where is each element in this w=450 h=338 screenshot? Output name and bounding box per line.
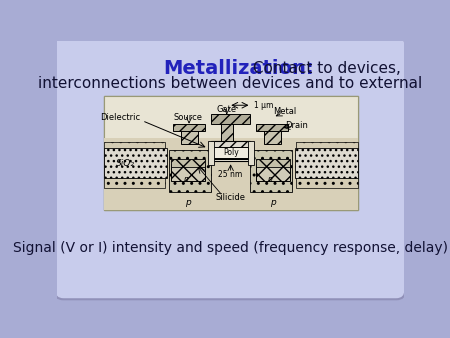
Bar bbox=[104, 138, 358, 210]
Bar bbox=[256, 164, 290, 181]
Text: Signal (V or I) intensity and speed (frequency response, delay): Signal (V or I) intensity and speed (fre… bbox=[13, 241, 448, 256]
Bar bbox=[256, 159, 290, 167]
Text: 1 μm: 1 μm bbox=[254, 101, 273, 110]
Bar bbox=[104, 142, 165, 188]
Text: Gate: Gate bbox=[217, 104, 237, 114]
Bar bbox=[295, 148, 358, 178]
Bar bbox=[104, 96, 358, 210]
Text: n: n bbox=[184, 175, 189, 184]
FancyBboxPatch shape bbox=[54, 36, 405, 299]
Bar bbox=[212, 141, 250, 159]
Bar bbox=[296, 142, 358, 188]
Bar bbox=[264, 128, 281, 144]
Bar bbox=[169, 150, 211, 192]
Bar bbox=[104, 148, 166, 178]
Bar bbox=[104, 96, 358, 210]
Text: Contact to devices,: Contact to devices, bbox=[248, 61, 401, 76]
Text: Drain: Drain bbox=[285, 121, 307, 130]
Text: Metallization:: Metallization: bbox=[164, 59, 314, 78]
Text: Poly: Poly bbox=[223, 148, 238, 157]
Text: p: p bbox=[270, 198, 276, 207]
Text: SiO₂: SiO₂ bbox=[116, 159, 135, 168]
Bar bbox=[248, 141, 254, 165]
Text: 25 nm: 25 nm bbox=[219, 170, 243, 179]
Bar bbox=[250, 150, 292, 192]
Bar bbox=[180, 128, 198, 144]
Bar bbox=[210, 158, 252, 162]
Bar bbox=[171, 164, 205, 181]
Bar bbox=[213, 147, 248, 158]
Text: n: n bbox=[268, 175, 273, 184]
Bar bbox=[207, 141, 214, 165]
Text: p: p bbox=[185, 198, 191, 207]
Bar bbox=[220, 121, 233, 141]
Text: Dielectric: Dielectric bbox=[100, 113, 140, 122]
Text: Silicide: Silicide bbox=[216, 193, 246, 202]
Bar bbox=[173, 124, 205, 131]
Bar bbox=[256, 124, 288, 131]
Bar bbox=[171, 159, 205, 167]
Text: Source: Source bbox=[174, 113, 203, 122]
Text: Metal: Metal bbox=[273, 107, 296, 116]
Bar bbox=[212, 115, 250, 124]
Text: interconnections between devices and to external: interconnections between devices and to … bbox=[39, 76, 423, 91]
